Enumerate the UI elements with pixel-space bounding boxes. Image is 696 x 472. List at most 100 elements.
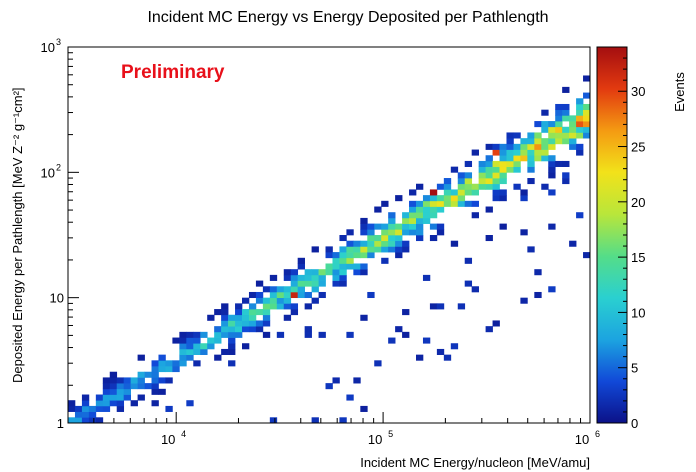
heatmap-cell [290, 286, 299, 293]
heatmap-cell [457, 178, 466, 185]
heatmap-cell [457, 189, 466, 196]
heatmap-cell [360, 269, 368, 276]
heatmap-cell [402, 223, 410, 230]
heatmap-cell [534, 132, 542, 139]
heatmap-cell [235, 309, 243, 316]
heatmap-cell [569, 143, 577, 150]
heatmap-cell [583, 252, 591, 259]
heatmap-cell [207, 314, 215, 321]
heatmap-cell [576, 126, 584, 133]
heatmap-cell [395, 240, 403, 247]
heatmap-cell [576, 149, 584, 156]
heatmap-cell [172, 360, 180, 367]
heatmap-cell [290, 274, 299, 281]
heatmap-cell [339, 263, 347, 270]
heatmap-cell [464, 280, 473, 287]
heatmap-cell [235, 320, 243, 327]
heatmap-cell [179, 331, 187, 338]
heatmap-cell [207, 337, 215, 344]
heatmap-cell [353, 240, 361, 247]
heatmap-cell [339, 252, 347, 259]
heatmap-cell [492, 183, 500, 190]
heatmap-cell [367, 240, 375, 247]
heatmap-cell [283, 286, 292, 293]
heatmap-cell [374, 206, 382, 213]
heatmap-cell [172, 366, 180, 373]
heatmap-cell [283, 303, 292, 310]
heatmap-cell [186, 337, 194, 344]
heatmap-cell [283, 291, 292, 299]
heatmap-cell [388, 240, 396, 247]
heatmap-cell [436, 206, 445, 213]
heatmap-cell [471, 189, 479, 196]
heatmap-cell [541, 109, 549, 116]
heatmap-cell [346, 257, 354, 264]
heatmap-cell [68, 400, 76, 407]
heatmap-cell [409, 200, 417, 207]
colorbar-tick-label: 20 [631, 195, 645, 210]
heatmap-cell [422, 200, 431, 207]
heatmap-cell [416, 223, 424, 230]
heatmap-cell [137, 394, 145, 401]
heatmap-cell [318, 280, 326, 287]
heatmap-cell [409, 217, 417, 224]
heatmap-cell [235, 326, 243, 333]
heatmap-cell [137, 377, 145, 384]
y-tick-exponent: 2 [56, 162, 61, 172]
heatmap-cell [416, 200, 424, 207]
heatmap-cell [311, 286, 319, 293]
heatmap-cell [95, 405, 104, 412]
heatmap-cell [527, 246, 535, 253]
heatmap-cell [520, 149, 528, 156]
heatmap-cell [346, 263, 354, 270]
heatmap-cell [388, 337, 396, 344]
heatmap-cell [304, 280, 312, 287]
heatmap-cell [353, 377, 361, 384]
heatmap-cell [130, 377, 138, 384]
heatmap-cell [262, 309, 271, 316]
heatmap-cell [513, 183, 521, 190]
heatmap-cell [527, 149, 535, 156]
heatmap-cell [193, 343, 201, 350]
heatmap-cell [464, 189, 473, 196]
heatmap-cell [443, 183, 452, 190]
heatmap-cell [499, 166, 507, 173]
heatmap-cell [464, 178, 473, 185]
heatmap-cell [416, 229, 424, 236]
heatmap-cell [200, 331, 208, 338]
heatmap-cell [548, 143, 556, 150]
heatmap-cell [527, 160, 535, 167]
heatmap-cell [88, 405, 97, 412]
heatmap-cell [485, 155, 493, 162]
heatmap-cell [450, 200, 459, 207]
heatmap-cell [562, 138, 570, 145]
heatmap-cell [353, 263, 361, 270]
heatmap-cell [492, 149, 500, 156]
heatmap-cell [395, 326, 403, 333]
heatmap-cell [443, 354, 452, 361]
heatmap-cell [248, 320, 257, 327]
heatmap-cell [262, 320, 271, 327]
heatmap-cell [485, 206, 493, 213]
heatmap-cell [81, 394, 90, 401]
heatmap-cell [402, 229, 410, 236]
heatmap-cell [562, 103, 570, 111]
heatmap-cell [381, 223, 389, 230]
heatmap-cell [186, 400, 194, 407]
heatmap-cell [339, 235, 347, 242]
heatmap-cell [464, 257, 473, 264]
heatmap-cell [422, 217, 431, 224]
heatmap-cell [102, 400, 111, 407]
heatmap-cell [485, 172, 493, 179]
heatmap-cell [95, 400, 104, 407]
heatmap-cell [367, 246, 375, 253]
heatmap-cell [116, 377, 125, 384]
heatmap-cell [422, 274, 431, 281]
heatmap-cell [255, 297, 264, 304]
heatmap-cell [102, 377, 111, 384]
heatmap-cell [290, 291, 299, 299]
heatmap-cell [109, 388, 118, 395]
heatmap-cell [228, 343, 236, 350]
heatmap-cell [221, 320, 229, 327]
heatmap-cell [534, 269, 542, 276]
